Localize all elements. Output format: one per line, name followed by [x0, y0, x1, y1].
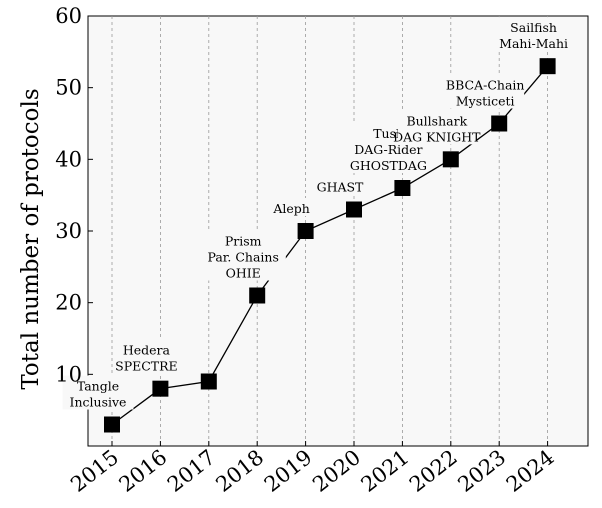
y-tick-label: 40: [55, 147, 82, 171]
data-point: [104, 416, 120, 433]
x-tick-label: 2016: [115, 445, 172, 497]
x-tick-label: 2017: [163, 445, 220, 497]
y-tick-label: 50: [55, 76, 82, 100]
annotation-bg: [397, 110, 476, 145]
x-tick-label: 2024: [502, 445, 559, 497]
annotation-label: Hedera: [123, 343, 171, 358]
data-point: [249, 287, 266, 304]
annotation-label: Mysticeti: [456, 94, 515, 109]
annotation-label: Par. Chains: [208, 250, 279, 265]
data-point: [346, 201, 362, 218]
x-tick-label: 2020: [308, 445, 365, 497]
annotation-bg: [319, 176, 361, 195]
x-tick-label: 2023: [453, 445, 510, 497]
data-point: [394, 180, 411, 196]
x-tick-label: 2019: [260, 445, 317, 497]
annotation-label: Sailfish: [510, 20, 557, 35]
annotation-label: Mahi-Mahi: [499, 36, 568, 51]
annotation-label: Inclusive: [70, 395, 127, 410]
x-tick-label: 2018: [211, 445, 268, 497]
annotation-bg: [118, 339, 175, 374]
x-tick-label: 2021: [357, 445, 414, 497]
y-axis-title: Total number of protocols: [18, 88, 44, 389]
y-tick-label: 10: [55, 362, 82, 386]
y-tick-label: 60: [55, 4, 82, 28]
annotation-label: Prism: [225, 234, 262, 249]
y-tick-label: 30: [55, 219, 82, 243]
annotation-label: Tusk: [373, 126, 404, 141]
data-point: [442, 151, 459, 168]
data-points: [104, 58, 556, 433]
annotation-bg: [498, 17, 569, 52]
y-tick-label: 20: [55, 291, 82, 315]
data-point: [297, 223, 314, 239]
annotation-label: SPECTRE: [115, 359, 178, 374]
data-point: [491, 115, 508, 132]
x-tick-label: 2015: [66, 445, 123, 497]
annotation-bg: [200, 230, 286, 281]
annotation-label: BBCA-Chain: [446, 78, 525, 93]
data-point: [152, 380, 169, 397]
annotation-bg: [62, 375, 134, 410]
annotation-label: Aleph: [272, 201, 309, 216]
annotation-label: GHAST: [317, 180, 364, 195]
annotation-label: DAG-Rider: [354, 142, 422, 157]
annotation-label: OHIE: [226, 266, 261, 281]
annotation-label: GHOSTDAG: [350, 158, 427, 173]
x-tick-label: 2022: [405, 445, 462, 497]
annotation-label: Tangle: [77, 379, 119, 394]
annotation-bg: [270, 198, 313, 216]
annotation-bg: [446, 74, 525, 109]
data-point: [539, 58, 556, 75]
annotation-label: Bullshark: [406, 113, 467, 128]
data-point: [200, 373, 217, 390]
annotation-label: DAG KNIGHT: [393, 129, 481, 144]
